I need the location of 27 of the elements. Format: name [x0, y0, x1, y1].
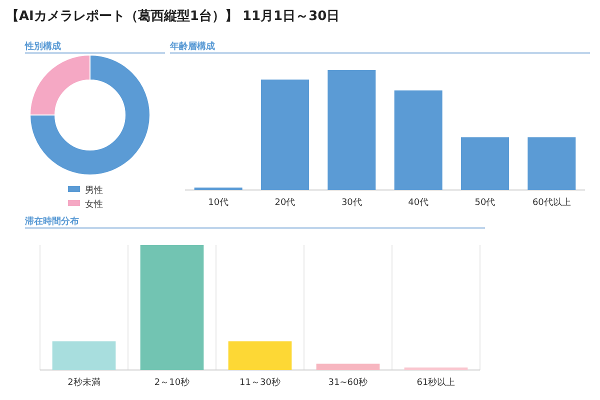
- legend-label: 女性: [85, 199, 103, 210]
- donut-slice: [30, 54, 150, 176]
- bar: [461, 137, 509, 190]
- bar: [261, 80, 309, 190]
- bar: [528, 137, 576, 190]
- bar: [228, 341, 292, 370]
- bar: [140, 245, 204, 370]
- bar: [394, 90, 442, 190]
- chart-title: 滞在時間分布: [24, 216, 79, 227]
- x-tick-label: 50代: [474, 197, 496, 208]
- x-tick-label: 40代: [408, 197, 429, 208]
- x-tick-label: 20代: [274, 197, 296, 208]
- x-tick-label: 2～10秒: [154, 377, 190, 388]
- x-tick-label: 61秒以上: [416, 377, 456, 388]
- bar: [316, 364, 380, 370]
- x-tick-label: 2秒未満: [68, 377, 100, 388]
- x-tick-label: 10代: [208, 197, 229, 208]
- bar: [52, 341, 116, 370]
- x-tick-label: 11～30秒: [240, 377, 280, 388]
- x-tick-label: 60代以上: [532, 197, 571, 208]
- chart-title: 性別構成: [24, 41, 61, 52]
- chart-title: 年齢層構成: [169, 41, 215, 52]
- x-tick-label: 31~60秒: [328, 377, 368, 388]
- text: 【AIカメラレポート（葛西縦型1台）】 11月1日～30日: [6, 8, 340, 24]
- x-tick-label: 30代: [341, 197, 362, 208]
- legend-label: 男性: [85, 185, 103, 196]
- bar: [328, 70, 376, 190]
